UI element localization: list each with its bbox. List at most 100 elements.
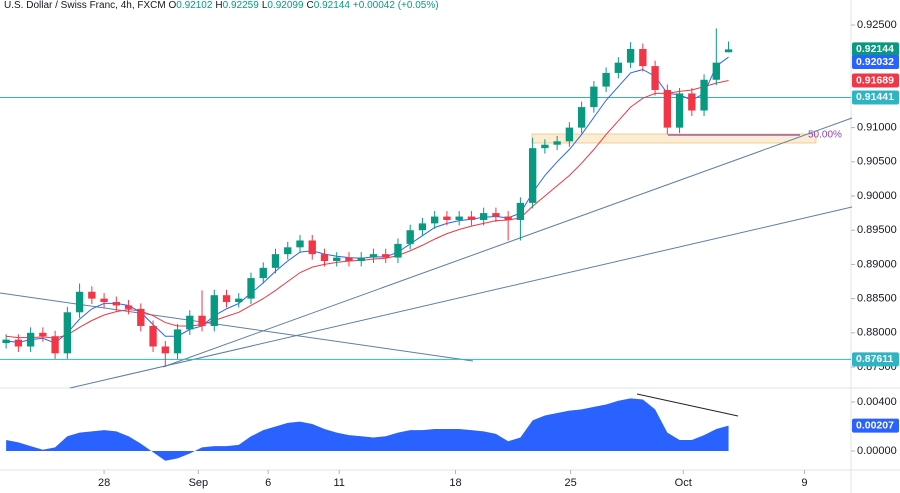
candle-body xyxy=(651,66,659,91)
price-badge xyxy=(852,55,899,70)
candle-body xyxy=(222,295,231,303)
candle-body xyxy=(455,216,463,220)
ohlc-label: O xyxy=(168,0,177,11)
candle-body xyxy=(394,243,402,258)
price-badge xyxy=(852,42,899,57)
price-badge xyxy=(852,73,899,88)
candle-body xyxy=(590,86,598,108)
price-badge-label: 0.00207 xyxy=(856,419,894,431)
price-badge-label: 0.87611 xyxy=(856,353,894,365)
moving-average xyxy=(6,56,729,344)
candle-body xyxy=(639,48,647,67)
y-tick-label: 0.91000 xyxy=(857,122,897,134)
candle-body xyxy=(504,216,512,220)
y-tick-label: 0.90000 xyxy=(857,190,897,202)
symbol: U.S. Dollar / Swiss Franc, 4h, FXCM xyxy=(4,0,166,11)
moving-average xyxy=(6,80,729,339)
candle-body xyxy=(688,93,696,111)
candle-body xyxy=(26,332,35,347)
candle-body xyxy=(369,254,378,258)
candle-body xyxy=(39,332,47,337)
candle-body xyxy=(553,141,561,145)
candle-body xyxy=(259,267,267,279)
candle-body xyxy=(357,257,365,261)
candle-body xyxy=(149,325,157,347)
candle-body xyxy=(51,336,59,354)
x-tick-label: 18 xyxy=(449,477,461,489)
price-badge-label: 0.92144 xyxy=(856,43,894,55)
ohlc-label: C xyxy=(306,0,314,11)
ohlc-value: 0.92259 xyxy=(222,0,259,11)
candle-body xyxy=(124,305,133,309)
fib-label: 50.00% xyxy=(808,130,842,141)
candle-body xyxy=(626,48,635,63)
x-tick-label: 28 xyxy=(98,477,110,489)
candle-body xyxy=(479,213,488,220)
candle-body xyxy=(443,216,451,220)
candle-body xyxy=(528,148,537,203)
candle-body xyxy=(516,202,525,220)
candle-body xyxy=(431,216,439,224)
candle-body xyxy=(271,254,280,268)
price-badge-label: 0.91689 xyxy=(856,74,894,86)
candle-body xyxy=(198,315,206,326)
fib-zone xyxy=(531,133,817,144)
trendline xyxy=(162,117,853,368)
ohlc-label: H xyxy=(215,0,223,11)
candle-body xyxy=(100,298,108,303)
candle-body xyxy=(492,213,500,217)
candle-body xyxy=(700,79,708,111)
candle-body xyxy=(88,291,96,299)
candle-body xyxy=(112,302,120,306)
y-tick-label: 0.00400 xyxy=(857,396,897,408)
oscillator-area xyxy=(6,398,729,461)
price-badge xyxy=(852,418,899,433)
price-badge-label: 0.92032 xyxy=(856,56,894,68)
x-tick-label: 9 xyxy=(801,477,807,489)
candle-body xyxy=(345,257,353,261)
candle-body xyxy=(247,278,255,299)
y-tick-label: 0.90500 xyxy=(857,156,897,168)
change: +0.00042 (+0.05%) xyxy=(352,0,439,11)
candle-body xyxy=(663,90,672,128)
candle-body xyxy=(173,329,182,354)
candle-body xyxy=(614,62,623,73)
y-tick-label: 0.00000 xyxy=(857,445,897,457)
candle-body xyxy=(137,308,145,326)
candle-body xyxy=(541,144,549,149)
ohlc-value: 0.92144 xyxy=(313,0,350,11)
candle-body xyxy=(467,216,476,220)
candle-body xyxy=(712,62,720,80)
candle-body xyxy=(210,295,218,326)
candle-body xyxy=(296,240,304,248)
divergence-line xyxy=(636,393,739,417)
candle-body xyxy=(284,247,292,255)
y-tick-label: 0.88000 xyxy=(857,327,897,339)
price-badge-label: 0.91441 xyxy=(856,91,894,103)
candle-body xyxy=(14,339,23,347)
x-tick-label: 11 xyxy=(333,477,344,489)
y-tick-label: 0.89000 xyxy=(857,258,897,270)
x-tick-label: 25 xyxy=(564,477,576,489)
ohlc-value: 0.92102 xyxy=(176,0,213,11)
header: U.S. Dollar / Swiss Franc, 4h, FXCM O0.9… xyxy=(4,0,442,11)
candle-body xyxy=(577,107,586,128)
candle-body xyxy=(418,223,427,231)
candle-body xyxy=(186,315,194,330)
candle-body xyxy=(75,291,84,313)
candle-body xyxy=(406,230,414,244)
y-tick-label: 0.92500 xyxy=(857,19,897,31)
candle-body xyxy=(308,240,316,255)
x-tick-label: 6 xyxy=(265,477,271,489)
candle-body xyxy=(2,339,10,344)
candle-body xyxy=(161,346,169,354)
ohlc-label: L xyxy=(261,0,268,11)
price-badge xyxy=(852,352,899,367)
candle-body xyxy=(333,257,341,261)
ohlc-value: 0.92099 xyxy=(267,0,304,11)
y-tick-label: 0.88500 xyxy=(857,293,897,305)
trendline xyxy=(69,206,853,389)
candle-body xyxy=(675,93,684,128)
